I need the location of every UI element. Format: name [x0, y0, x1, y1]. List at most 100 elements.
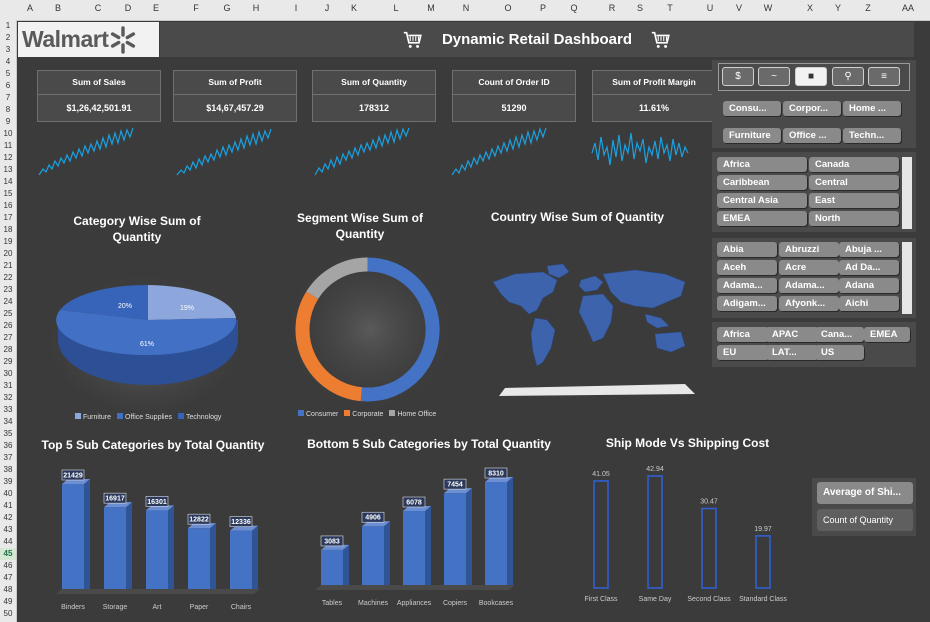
state-slicer-scrollbar[interactable] [902, 242, 912, 314]
row-header[interactable]: 26 [3, 321, 13, 330]
row-header[interactable]: 12 [3, 153, 13, 162]
column-header[interactable]: V [735, 3, 743, 13]
column-header[interactable]: B [54, 3, 62, 13]
market-chip[interactable]: US [815, 345, 864, 360]
column-header[interactable]: D [124, 3, 132, 13]
column-header[interactable]: F [193, 3, 199, 13]
row-header[interactable]: 35 [3, 429, 13, 438]
column-header[interactable]: Q [570, 3, 578, 13]
bar-appliances[interactable] [403, 506, 431, 590]
state-chip[interactable]: Abruzzi [779, 242, 839, 257]
row-header[interactable]: 15 [3, 189, 13, 198]
category-chip[interactable]: Techn... [843, 128, 901, 143]
kpi-sum-of-profit-margin[interactable]: Sum of Profit Margin 11.61% [592, 70, 716, 122]
row-header[interactable]: 24 [3, 297, 13, 306]
column-header[interactable]: H [252, 3, 260, 13]
column-header[interactable]: N [462, 3, 470, 13]
row-header[interactable]: 14 [3, 177, 13, 186]
row-header[interactable]: 38 [3, 465, 13, 474]
row-header[interactable]: 1 [5, 21, 11, 30]
sales-sparkline[interactable] [37, 125, 137, 180]
state-chip[interactable]: Adana [839, 278, 899, 293]
market-chip[interactable]: LAT... [766, 345, 818, 360]
row-header[interactable]: 19 [3, 237, 13, 246]
column-header[interactable]: Z [865, 3, 871, 13]
column-header[interactable]: I [294, 3, 298, 13]
bar-storage[interactable] [104, 502, 132, 594]
margin-sparkline[interactable] [590, 125, 690, 180]
column-headers[interactable]: A B C D E F G H I J K L M N O P Q R S T U V W X Y Z AA [0, 0, 930, 21]
column-header[interactable]: E [152, 3, 160, 13]
row-header[interactable]: 45 [0, 548, 16, 560]
row-header[interactable]: 16 [3, 201, 13, 210]
row-header[interactable]: 42 [3, 513, 13, 522]
column-header[interactable]: AA [901, 3, 915, 13]
row-header[interactable]: 43 [3, 525, 13, 534]
bar-tables[interactable] [321, 544, 349, 590]
bar-paper[interactable] [188, 523, 216, 594]
state-chip[interactable]: Adama... [779, 278, 839, 293]
row-header[interactable]: 39 [3, 477, 13, 486]
column-header[interactable]: K [350, 3, 358, 13]
state-chip[interactable]: Aceh [717, 260, 777, 275]
column-header[interactable]: J [324, 3, 330, 13]
row-header[interactable]: 48 [3, 585, 13, 594]
row-header[interactable]: 49 [3, 597, 13, 606]
region-chip[interactable]: Central Asia [717, 193, 807, 208]
row-header[interactable]: 11 [3, 141, 13, 150]
profit-sparkline[interactable] [175, 125, 275, 180]
bar-same-day[interactable] [647, 475, 663, 589]
region-chip[interactable]: North [809, 211, 899, 226]
state-chip[interactable]: Acre [779, 260, 839, 275]
shipmode-bar-chart[interactable]: 41.05 First Class 42.94 Same Day 30.47 Second… [570, 458, 810, 608]
state-chip[interactable]: Abuja ... [839, 242, 899, 257]
bar-first-class[interactable] [593, 480, 609, 589]
row-header[interactable]: 44 [3, 537, 13, 546]
column-header[interactable]: T [667, 3, 673, 13]
row-header[interactable]: 18 [3, 225, 13, 234]
row-header[interactable]: 36 [3, 441, 13, 450]
row-header[interactable]: 30 [3, 369, 13, 378]
bar-standard-class[interactable] [755, 535, 771, 589]
segment-chip[interactable]: Corpor... [783, 101, 841, 116]
row-header[interactable]: 8 [5, 105, 11, 114]
row-header[interactable]: 20 [3, 249, 13, 258]
row-header[interactable]: 4 [5, 57, 11, 66]
bar-art[interactable] [146, 505, 174, 594]
row-header[interactable]: 22 [3, 273, 13, 282]
state-chip[interactable]: Afyonk... [779, 296, 839, 311]
row-header[interactable]: 23 [3, 285, 13, 294]
line-chart-icon[interactable]: ~ [758, 67, 790, 86]
state-chip[interactable]: Ad Da... [839, 260, 899, 275]
row-header[interactable]: 2 [5, 33, 11, 42]
region-slicer-scrollbar[interactable] [902, 157, 912, 229]
column-header[interactable]: P [539, 3, 547, 13]
row-header[interactable]: 9 [5, 117, 11, 126]
column-header[interactable]: U [706, 3, 714, 13]
category-chip[interactable]: Office ... [783, 128, 841, 143]
row-header[interactable]: 17 [3, 213, 13, 222]
column-header[interactable]: C [94, 3, 102, 13]
bar-machines[interactable] [362, 521, 390, 590]
column-header[interactable]: S [636, 3, 644, 13]
region-chip[interactable]: Canada [809, 157, 899, 172]
row-header[interactable]: 32 [3, 393, 13, 402]
bar-second-class[interactable] [701, 507, 717, 589]
column-header[interactable]: R [608, 3, 616, 13]
bar-chairs[interactable] [230, 525, 258, 594]
bar-bookcases[interactable] [485, 477, 513, 590]
world-map-chart[interactable] [485, 262, 705, 400]
column-header[interactable]: O [504, 3, 512, 13]
cart-icon[interactable]: ≡ [868, 67, 900, 86]
row-header[interactable]: 34 [3, 417, 13, 426]
money-bag-icon[interactable]: $ [722, 67, 754, 86]
search-icon[interactable]: ⚲ [832, 67, 864, 86]
kpi-sum-of-profit[interactable]: Sum of Profit $14,67,457.29 [173, 70, 297, 122]
kpi-count-of-order-id[interactable]: Count of Order ID 51290 [452, 70, 576, 122]
category-chip[interactable]: Furniture [723, 128, 781, 143]
market-chip[interactable]: Cana... [815, 327, 864, 342]
average-of-shipping-cost-button[interactable]: Average of Shi... [817, 482, 913, 504]
count-of-quantity-button[interactable]: Count of Quantity [817, 509, 913, 531]
segment-chip[interactable]: Consu... [723, 101, 781, 116]
row-header[interactable]: 28 [3, 345, 13, 354]
